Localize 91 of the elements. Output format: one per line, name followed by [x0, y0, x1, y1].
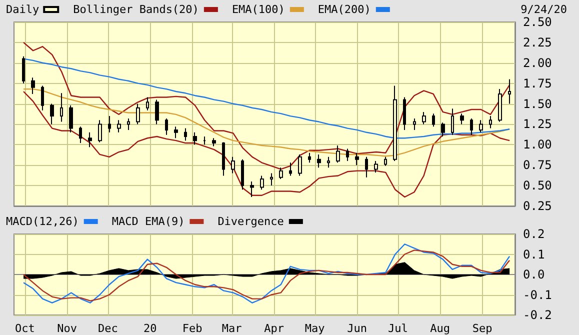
line-series — [22, 88, 510, 157]
y-tick-label: 2.50 — [523, 15, 552, 29]
candlestick — [222, 142, 225, 176]
candlestick — [451, 108, 454, 136]
candlestick — [270, 172, 273, 186]
y-tick-label: 0.25 — [523, 199, 552, 213]
candlestick — [203, 136, 206, 146]
legend-label: Daily — [6, 3, 40, 16]
candlestick — [60, 92, 63, 122]
y-tick-label: 0.75 — [523, 158, 552, 172]
candlestick — [88, 132, 92, 148]
x-tick-label: May — [304, 322, 326, 335]
candlestick — [165, 118, 168, 136]
y-tick-label: 1.75 — [523, 76, 552, 90]
candlestick — [22, 56, 25, 84]
candlestick — [108, 116, 111, 133]
candlestick — [355, 152, 359, 166]
candlestick — [432, 113, 435, 128]
x-tick-label: Feb — [182, 322, 202, 335]
x-tick-label: Jul — [388, 322, 408, 335]
candlestick — [489, 116, 492, 129]
candlestick — [69, 104, 73, 133]
candlestick — [508, 78, 511, 104]
y-tick-label: 1.00 — [523, 138, 552, 152]
candlestick — [212, 138, 216, 147]
candlestick — [136, 103, 140, 125]
x-tick-label: Sep — [472, 322, 492, 335]
candlestick — [384, 156, 387, 166]
y-tick-label: 0.0 — [523, 268, 545, 282]
candlestick — [365, 156, 368, 178]
candlestick — [327, 156, 330, 168]
legend-label: Bollinger Bands(20) — [73, 3, 199, 16]
candlestick — [308, 152, 311, 164]
y-tick-label: -0.2 — [523, 308, 552, 322]
x-tick-label: Nov — [57, 322, 78, 335]
y-tick-label: 1.25 — [523, 117, 552, 132]
candlestick — [460, 113, 464, 125]
x-tick-label: Aug — [430, 322, 450, 335]
candlestick — [146, 96, 149, 111]
y-tick-label: 2.00 — [523, 56, 552, 70]
candlestick — [174, 126, 178, 139]
candlestick — [413, 118, 416, 130]
candlestick — [479, 120, 483, 133]
candlestick — [127, 118, 130, 130]
candlestick — [98, 120, 102, 143]
candlestick — [374, 160, 378, 173]
candlestick — [470, 118, 473, 136]
candlestick — [279, 167, 283, 180]
candlestick — [441, 122, 445, 137]
text: 9/24/20 — [520, 3, 567, 16]
candlestick — [193, 132, 197, 146]
line-series — [22, 58, 510, 139]
candlestick — [184, 128, 187, 142]
candlestick — [403, 96, 406, 130]
candlestick — [298, 154, 302, 176]
y-tick-label: 0.50 — [523, 178, 552, 193]
x-tick-label: Oct — [14, 322, 35, 335]
x-tick-label: 20 — [144, 322, 157, 335]
candlestick — [241, 158, 244, 190]
line-series — [22, 90, 510, 198]
candlestick — [155, 99, 159, 125]
candlestick — [336, 144, 340, 164]
candlestick — [317, 154, 321, 168]
candlestick — [231, 156, 235, 174]
legend-label: EMA(200) — [318, 3, 371, 16]
candlestick — [498, 88, 502, 122]
legend-label: Divergence — [218, 215, 284, 228]
candlestick — [79, 126, 82, 144]
candlestick — [260, 175, 264, 190]
candlestick — [422, 111, 426, 125]
candlestick — [31, 77, 35, 94]
x-tick-label: Mar — [222, 322, 242, 335]
legend-label: MACD(12,26) — [6, 215, 79, 228]
candlestick — [50, 103, 54, 125]
candlestick — [393, 85, 397, 162]
legend-label: EMA(100) — [232, 3, 285, 16]
candlestick — [41, 85, 44, 111]
y-tick-label: 0.2 — [523, 227, 545, 241]
legend-label: MACD EMA(9) — [112, 215, 185, 228]
line-series — [22, 42, 510, 170]
candlestick — [346, 148, 349, 162]
x-tick-label: Dec — [98, 322, 118, 335]
y-tick-label: -0.1 — [523, 288, 552, 302]
candlestick — [289, 162, 292, 176]
y-tick-label: 1.50 — [523, 96, 552, 111]
y-tick-label: 0.1 — [523, 247, 545, 262]
y-tick-label: 2.25 — [523, 35, 552, 50]
candlestick — [250, 180, 254, 198]
x-tick-label: Jun — [347, 322, 368, 335]
x-tick-label: Apr — [264, 322, 284, 335]
candlestick — [117, 120, 121, 133]
